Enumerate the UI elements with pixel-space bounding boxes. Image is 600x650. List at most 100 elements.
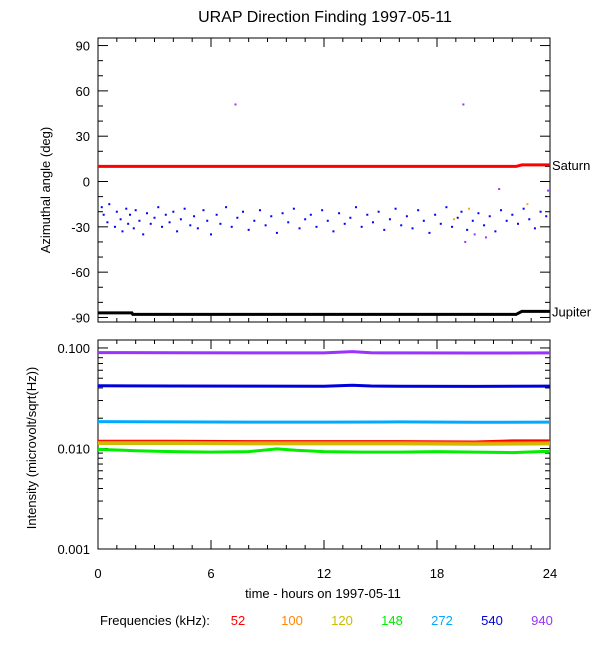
y-tick-label: 0.010 (57, 441, 90, 456)
y-tick-label: -30 (71, 220, 90, 235)
x-tick-label: 0 (94, 566, 101, 581)
direction-point (172, 210, 175, 213)
direction-point (468, 207, 471, 210)
x-tick-label: 12 (317, 566, 331, 581)
planet-line (98, 163, 550, 168)
direction-point (134, 209, 137, 212)
legend-item-272: 272 (431, 613, 453, 628)
direction-point (383, 228, 386, 231)
direction-point (315, 225, 318, 228)
direction-point (253, 219, 256, 222)
direction-point (488, 215, 491, 218)
direction-point (405, 215, 408, 218)
direction-point (371, 221, 374, 224)
direction-point (477, 212, 480, 215)
direction-point (157, 206, 160, 209)
direction-point (236, 216, 239, 219)
direction-point (230, 225, 233, 228)
legend-item-148: 148 (381, 613, 403, 628)
direction-point (366, 213, 369, 216)
direction-point (400, 224, 403, 227)
direction-point (183, 207, 186, 210)
direction-point (494, 230, 497, 233)
legend-item-52: 52 (231, 613, 245, 628)
legend-item-940: 940 (531, 613, 553, 628)
direction-point (292, 207, 295, 210)
direction-point (108, 203, 111, 206)
direction-point (196, 227, 199, 230)
y-tick-label: 30 (76, 129, 90, 144)
direction-point (206, 219, 209, 222)
legend-title: Frequencies (kHz): (100, 613, 210, 628)
y-tick-label: 90 (76, 39, 90, 54)
direction-point (533, 227, 536, 230)
direction-point (505, 219, 508, 222)
direction-point (142, 233, 145, 236)
legend-item-120: 120 (331, 613, 353, 628)
x-tick-label: 18 (430, 566, 444, 581)
direction-point (189, 224, 192, 227)
direction-point (309, 213, 312, 216)
x-tick-label: 6 (207, 566, 214, 581)
direction-point (210, 233, 212, 236)
chart-title: URAP Direction Finding 1997-05-11 (198, 9, 452, 26)
direction-point (483, 224, 486, 227)
direction-point (102, 213, 105, 216)
direction-point (129, 213, 132, 216)
direction-point (500, 209, 503, 212)
direction-point (281, 212, 284, 215)
intensity-y-axis-label: Intensity (microvolt/sqrt(Hz)) (24, 367, 39, 530)
direction-point (473, 233, 476, 236)
direction-point (388, 218, 391, 221)
y-tick-label: 0.001 (57, 542, 90, 557)
direction-point (215, 213, 218, 216)
direction-point (202, 209, 205, 212)
direction-point (304, 218, 307, 221)
intensity-line-148 (97, 447, 551, 455)
direction-point (456, 216, 459, 219)
direction-point (484, 236, 487, 239)
direction-point (434, 213, 437, 216)
direction-point (113, 225, 116, 228)
direction-point (119, 218, 122, 221)
direction-point (516, 222, 519, 225)
direction-point (460, 210, 463, 213)
planet-label: Jupiter (552, 304, 592, 319)
direction-point (287, 221, 290, 224)
direction-point (377, 210, 380, 213)
direction-point (138, 219, 141, 222)
y-tick-label: 60 (76, 84, 90, 99)
x-axis-label: time - hours on 1997-05-11 (245, 586, 401, 601)
direction-point (466, 228, 469, 231)
direction-point (264, 224, 267, 227)
direction-point (462, 103, 465, 106)
direction-point (132, 227, 135, 230)
direction-point (445, 206, 448, 209)
direction-point (417, 209, 420, 212)
direction-point (471, 219, 474, 222)
direction-point (127, 222, 130, 225)
direction-point (193, 215, 196, 218)
angle-data: Saturn Jupiter (98, 103, 592, 319)
direction-point (528, 218, 531, 221)
direction-point (100, 206, 103, 209)
direction-point (270, 215, 273, 218)
direction-point (247, 228, 250, 231)
intensity-line-540 (97, 383, 551, 388)
direction-point (360, 225, 363, 228)
intensity-axis: 0.100 0.010 0.001 0 6 12 18 24 (57, 340, 557, 581)
direction-point (526, 203, 529, 206)
direction-point (164, 213, 167, 216)
direction-point (234, 103, 237, 106)
direction-point (258, 209, 261, 212)
direction-point (115, 210, 118, 213)
planet-label: Saturn (552, 158, 590, 173)
direction-point (511, 213, 514, 216)
direction-point (242, 210, 245, 213)
intensity-line-120 (98, 442, 551, 446)
direction-point (451, 225, 454, 228)
direction-point (161, 225, 164, 228)
y-tick-label: 0 (83, 175, 90, 190)
direction-point (106, 221, 109, 224)
